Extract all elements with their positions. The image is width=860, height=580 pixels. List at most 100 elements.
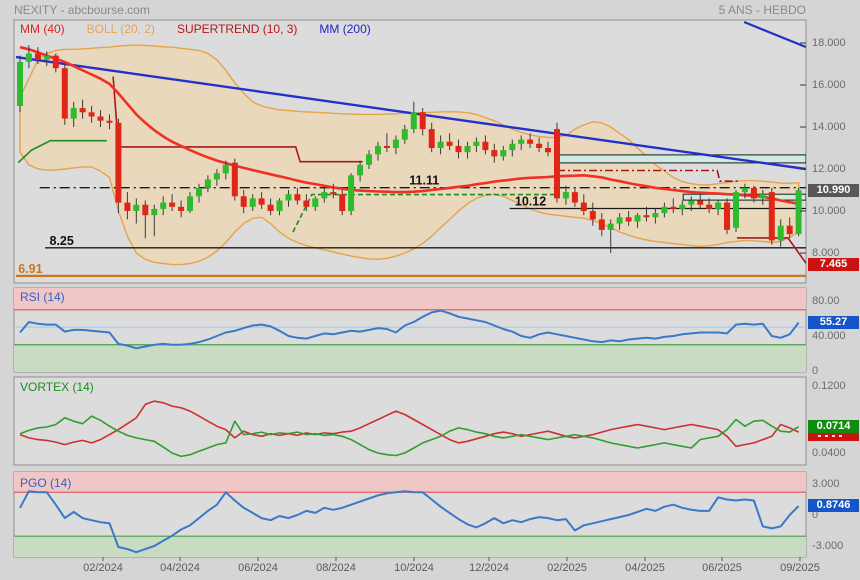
candle <box>124 202 131 211</box>
candle <box>151 208 158 216</box>
candle <box>688 200 695 205</box>
vortex-value-badge: 0.0714 <box>808 420 859 434</box>
resistance-zone-0 <box>556 154 806 164</box>
candle <box>437 141 444 148</box>
x-tick-04/2024: 04/2024 <box>160 562 200 574</box>
candle <box>240 196 247 207</box>
mm200-line <box>743 20 806 49</box>
mm40-line <box>19 45 799 205</box>
candle <box>312 198 319 207</box>
candle <box>607 223 614 230</box>
candle <box>410 112 417 130</box>
candle <box>222 164 229 174</box>
candle <box>768 192 775 241</box>
candle <box>795 190 802 235</box>
rsi-tick-80.00: 80.00 <box>812 295 840 307</box>
candle <box>679 204 686 209</box>
candle <box>571 192 578 203</box>
candle <box>196 187 202 197</box>
candle <box>142 204 149 216</box>
rsi-tick-0: 0 <box>812 365 819 377</box>
candle <box>598 219 605 230</box>
candle <box>70 108 77 119</box>
candle <box>741 187 748 193</box>
x-tick-06/2025: 06/2025 <box>702 562 742 574</box>
pgo-tick-3.000: 3.000 <box>812 478 840 490</box>
candle <box>670 206 677 209</box>
pgo-line <box>19 490 800 554</box>
rsi-tick-40.000: 40.000 <box>812 330 846 342</box>
candle <box>634 215 641 222</box>
price-tick-10.000: 10.000 <box>812 205 846 217</box>
pgo-tick--3.000: -3.000 <box>812 539 844 552</box>
candle <box>43 55 50 60</box>
candle <box>17 61 23 106</box>
candle <box>750 187 757 199</box>
candle <box>715 202 722 209</box>
legend-item-0: MM (40) <box>20 22 65 36</box>
candle <box>303 200 310 207</box>
candle <box>554 129 560 199</box>
candle <box>580 202 587 211</box>
price-tick-14.000: 14.000 <box>812 121 846 133</box>
candle <box>509 143 516 151</box>
supertrend-segment-0 <box>17 139 107 164</box>
candle <box>491 150 498 157</box>
candle <box>401 129 408 140</box>
candle <box>589 211 596 220</box>
price-tick-12.000: 12.000 <box>812 163 846 175</box>
candle <box>392 139 399 148</box>
candle <box>204 179 211 188</box>
supertrend-segment-3 <box>557 169 740 182</box>
candle <box>88 112 95 117</box>
candle <box>213 173 220 180</box>
price-badge-10.990: 10.990 <box>808 183 859 197</box>
vortex-tick-0.0400: 0.0400 <box>812 447 846 459</box>
candle <box>482 141 489 151</box>
candle <box>733 192 739 228</box>
indicator-legend: MM (40) BOLL (20, 2) SUPERTREND (10, 3) MM … <box>20 22 393 36</box>
supertrend-segment-2 <box>292 193 560 233</box>
x-tick-04/2025: 04/2025 <box>625 562 665 574</box>
price-badge-7.465: 7.465 <box>808 257 859 271</box>
candle <box>133 204 140 211</box>
x-tick-06/2024: 06/2024 <box>238 562 278 574</box>
candle <box>178 206 185 211</box>
price-tick-18.000: 18.000 <box>812 37 846 49</box>
candle <box>160 202 167 209</box>
svg-text:10.12: 10.12 <box>515 195 546 209</box>
instrument-title: NEXITY - abcbourse.com <box>14 3 150 17</box>
price-tick-8.000: 8.000 <box>812 247 840 259</box>
x-tick-02/2025: 02/2025 <box>547 562 587 574</box>
candle <box>706 204 713 209</box>
candle <box>786 225 793 235</box>
candle <box>25 53 32 62</box>
candle <box>285 194 292 201</box>
candle <box>500 150 507 157</box>
candle <box>79 108 86 113</box>
candle <box>231 162 238 197</box>
candle <box>267 204 274 211</box>
x-tick-08/2024: 08/2024 <box>316 562 356 574</box>
candle <box>366 154 372 165</box>
rsi-value-badge: 55.27 <box>808 316 859 330</box>
vortex-panel-title: VORTEX (14) <box>20 380 94 394</box>
candle <box>375 145 381 155</box>
candle <box>357 164 364 176</box>
svg-text:8.25: 8.25 <box>50 234 74 248</box>
candle <box>276 200 283 211</box>
candle <box>383 145 390 148</box>
candle <box>527 139 534 144</box>
candle <box>294 194 301 201</box>
candle <box>536 143 543 148</box>
candle <box>106 120 113 123</box>
candle <box>759 194 766 199</box>
candle <box>777 225 784 241</box>
candle <box>455 145 462 153</box>
svg-text:11.11: 11.11 <box>409 174 439 188</box>
candle <box>187 196 193 211</box>
x-tick-10/2024: 10/2024 <box>394 562 434 574</box>
candle <box>661 206 668 214</box>
